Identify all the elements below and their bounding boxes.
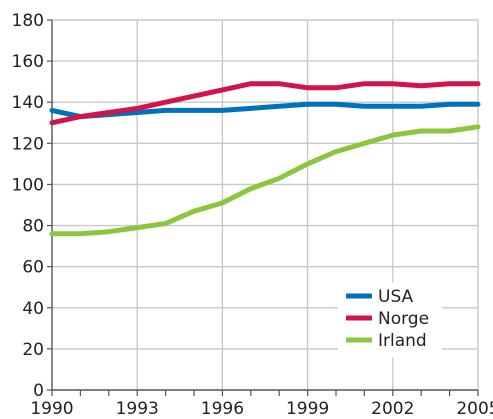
y-tick-label: 60 [22,258,44,278]
legend-label-usa: USA [378,287,414,307]
y-tick-label: 120 [12,134,44,154]
x-tick-label: 1999 [286,399,329,415]
legend-label-irland: Irland [378,331,427,351]
x-tick-label: 1990 [30,399,73,415]
x-tick-label: 1993 [116,399,159,415]
y-tick-label: 40 [22,299,44,319]
tick-labels: 0 20 40 60 80 100 120 140 160 180 1990 1993 1996 1999… [12,11,493,419]
y-tick-label: 0 [33,381,44,401]
legend-label-norge: Norge [378,309,429,329]
series-lines [49,81,481,237]
y-tick-label: 100 [12,175,44,195]
axes [47,19,479,396]
series-line-usa [49,101,481,120]
series-line-irland [49,124,481,237]
y-tick-label: 160 [12,52,44,72]
x-tick-label: 2005 [456,399,493,415]
x-tick-label: 1996 [201,399,244,415]
y-tick-label: 140 [12,93,44,113]
series-line-norge [49,81,481,126]
y-tick-label: 80 [22,217,44,237]
x-tick-label: 2002 [371,399,414,415]
y-tick-label: 180 [12,11,44,31]
y-tick-label: 20 [22,340,44,360]
